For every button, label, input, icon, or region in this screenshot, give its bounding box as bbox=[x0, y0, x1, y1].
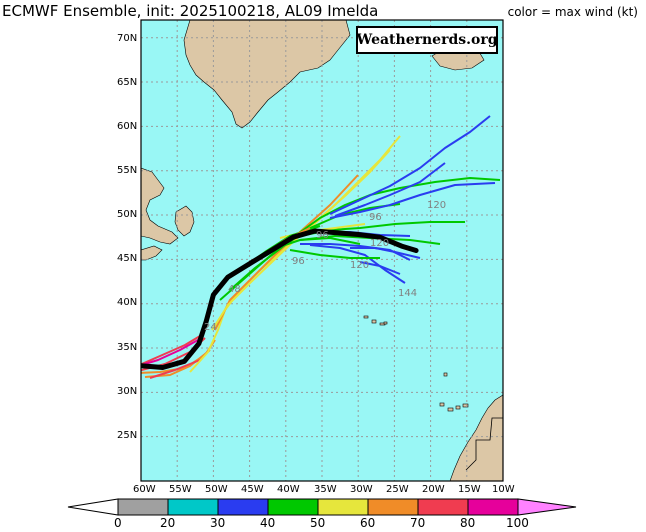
colorbar-swatch bbox=[367, 498, 419, 516]
colorbar-swatch bbox=[217, 498, 269, 516]
nova-scotia-landmass bbox=[141, 245, 163, 261]
colorbar-swatch bbox=[267, 498, 319, 516]
lon-tick-label: 25W bbox=[386, 484, 409, 495]
ensemble-mean-track bbox=[141, 228, 419, 370]
colorbar-swatch bbox=[117, 498, 169, 516]
lon-tick-label: 45W bbox=[241, 484, 264, 495]
lon-tick-label: 30W bbox=[350, 484, 373, 495]
colorbar-swatch bbox=[317, 498, 369, 516]
colorbar-swatch bbox=[467, 498, 519, 516]
ensemble-member-track bbox=[214, 174, 359, 331]
hour-label: 144 bbox=[398, 288, 417, 299]
colorbar-label: 20 bbox=[160, 516, 176, 530]
wind-colorbar bbox=[67, 498, 577, 516]
lon-tick-label: 15W bbox=[458, 484, 481, 495]
lon-tick-label: 10W bbox=[492, 484, 515, 495]
chart-title: ECMWF Ensemble, init: 2025100218, AL09 I… bbox=[2, 2, 379, 20]
ensemble-member-track bbox=[334, 162, 446, 217]
ensemble-member-track bbox=[329, 182, 496, 219]
lat-tick-label: 50N bbox=[117, 209, 138, 220]
colorbar-label: 50 bbox=[310, 516, 326, 530]
lat-tick-label: 35N bbox=[117, 342, 138, 353]
colorbar-low-arrow bbox=[67, 498, 119, 516]
lon-tick-label: 35W bbox=[314, 484, 337, 495]
hour-label: 48 bbox=[228, 284, 241, 295]
colorbar-swatch bbox=[417, 498, 469, 516]
map-frame bbox=[140, 19, 504, 482]
lon-tick-label: 50W bbox=[205, 484, 228, 495]
colorbar-label: 70 bbox=[410, 516, 426, 530]
lon-tick-label: 55W bbox=[169, 484, 192, 495]
newfoundland-landmass bbox=[174, 205, 195, 237]
ensemble-member-track bbox=[350, 247, 421, 259]
lon-tick-label: 20W bbox=[422, 484, 445, 495]
ensemble-member-track bbox=[309, 244, 406, 284]
hour-label: 96 bbox=[369, 212, 382, 223]
colorbar-label: 40 bbox=[260, 516, 276, 530]
lat-tick-label: 65N bbox=[117, 77, 138, 88]
colorbar-label: 60 bbox=[360, 516, 376, 530]
lat-tick-label: 30N bbox=[117, 386, 138, 397]
lon-tick-label: 60W bbox=[133, 484, 156, 495]
hour-label: 120 bbox=[370, 238, 389, 249]
island-group bbox=[363, 315, 469, 412]
forecast-hour-labels: 24 48 96 96 96 120 120 120 144 bbox=[204, 200, 446, 333]
colorbar-label: 0 bbox=[114, 516, 122, 530]
hour-label: 96 bbox=[316, 230, 329, 241]
lat-tick-label: 60N bbox=[117, 121, 138, 132]
colorbar-label: 100 bbox=[506, 516, 529, 530]
ensemble-member-track bbox=[329, 115, 491, 215]
ensemble-member-track bbox=[189, 135, 401, 373]
ensemble-member-track bbox=[211, 149, 391, 331]
africa-landmass bbox=[449, 394, 503, 481]
ensemble-member-track bbox=[149, 359, 201, 379]
ensemble-member-track bbox=[359, 261, 401, 275]
lat-tick-label: 55N bbox=[117, 165, 138, 176]
hour-label: 120 bbox=[350, 260, 369, 271]
colorbar-high-arrow bbox=[517, 498, 577, 516]
ensemble-tracks bbox=[141, 115, 501, 379]
hour-label: 24 bbox=[204, 322, 217, 333]
colorbar-label: 80 bbox=[460, 516, 476, 530]
legend-note: color = max wind (kt) bbox=[507, 5, 638, 19]
watermark-logo: Weathernerds.org bbox=[356, 26, 498, 54]
lat-tick-label: 70N bbox=[117, 33, 138, 44]
country-border bbox=[465, 417, 503, 471]
ensemble-member-track bbox=[289, 249, 380, 259]
colorbar-swatch bbox=[167, 498, 219, 516]
ensemble-member-track bbox=[141, 339, 199, 367]
hour-label: 120 bbox=[427, 200, 446, 211]
lat-tick-label: 40N bbox=[117, 297, 138, 308]
lat-lon-grid bbox=[141, 20, 503, 481]
labrador-landmass bbox=[141, 167, 179, 245]
lon-tick-label: 40W bbox=[277, 484, 300, 495]
hour-label: 96 bbox=[292, 256, 305, 267]
lat-tick-label: 45N bbox=[117, 253, 138, 264]
lat-tick-label: 25N bbox=[117, 430, 138, 441]
colorbar-label: 30 bbox=[210, 516, 226, 530]
